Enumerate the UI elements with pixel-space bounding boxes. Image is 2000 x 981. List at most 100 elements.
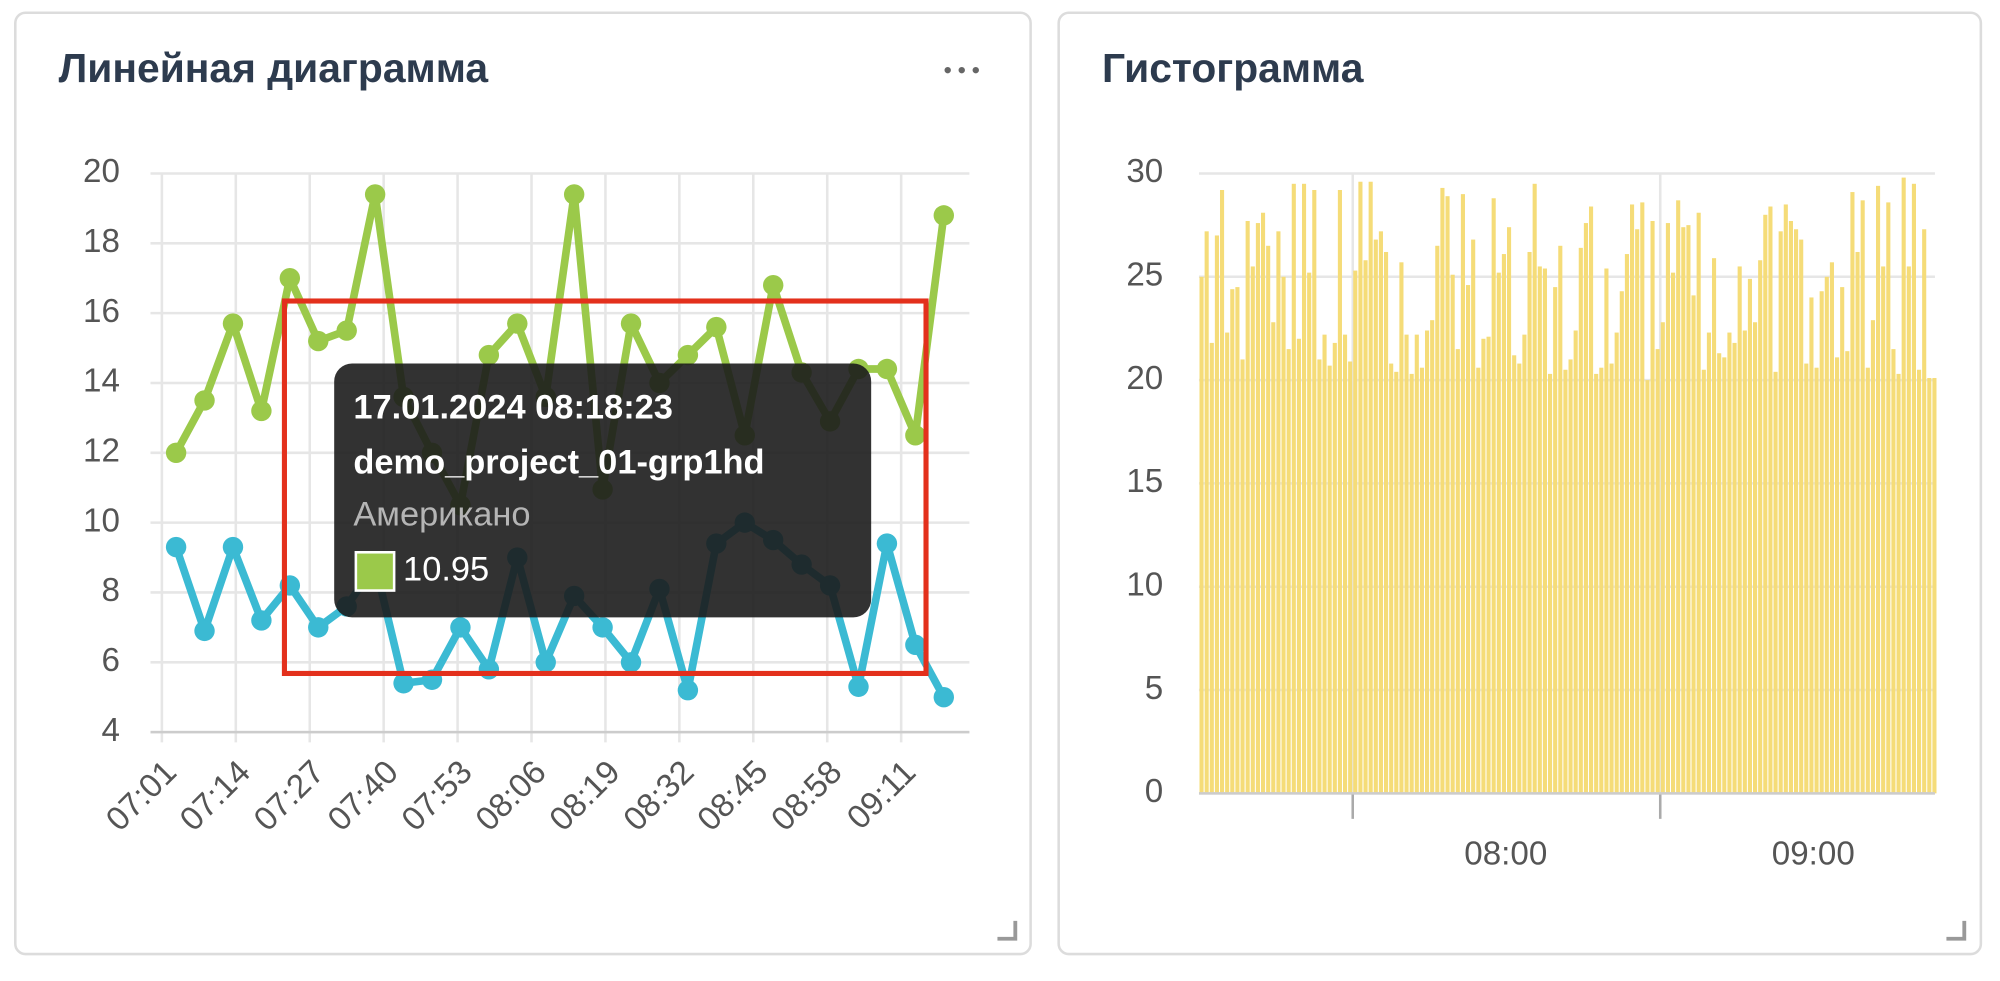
bar: [1850, 192, 1855, 794]
bar: [1327, 365, 1332, 794]
bar: [1414, 334, 1419, 794]
bar: [1609, 363, 1614, 794]
data-point: [507, 313, 528, 334]
bar: [1804, 363, 1809, 794]
bar: [1614, 332, 1619, 794]
data-point: [620, 652, 642, 673]
bar: [1604, 268, 1609, 794]
y-tick-label: 20: [83, 153, 120, 190]
resize-handle[interactable]: [1946, 920, 1967, 941]
y-tick-label: 4: [101, 712, 119, 749]
bar: [1876, 185, 1881, 794]
bar: [1640, 202, 1645, 794]
bar: [1460, 194, 1465, 794]
bar: [1199, 276, 1204, 794]
bar: [1635, 229, 1640, 794]
y-tick-label: 15: [1126, 463, 1163, 500]
bar: [1512, 355, 1517, 794]
bar: [1717, 353, 1722, 794]
bar: [1578, 247, 1583, 794]
bar: [1271, 322, 1276, 794]
bar: [1630, 204, 1635, 794]
data-point: [706, 316, 727, 338]
bar: [1737, 266, 1742, 794]
menu-icon[interactable]: [944, 66, 979, 74]
data-point: [677, 344, 699, 366]
data-point: [222, 313, 244, 334]
bar: [1296, 338, 1301, 794]
bar: [1712, 258, 1717, 794]
histogram: 0 5 10 15 20 25 30 08:00 09:00: [1126, 153, 1937, 873]
bar: [1465, 285, 1471, 794]
bar: [1768, 206, 1773, 794]
bar: [1322, 334, 1327, 794]
bar: [1758, 260, 1763, 794]
bar: [1445, 196, 1450, 794]
data-point: [194, 390, 215, 411]
bar: [1230, 289, 1235, 794]
bar: [1583, 223, 1588, 794]
resize-handle[interactable]: [997, 920, 1018, 941]
bar: [1927, 378, 1932, 794]
bar: [1342, 334, 1348, 794]
bar: [1245, 220, 1250, 794]
bar: [1363, 260, 1368, 794]
bar: [1486, 336, 1491, 794]
data-point: [364, 184, 386, 205]
bar: [1563, 369, 1568, 794]
bar: [1368, 181, 1373, 794]
bar: [1747, 278, 1752, 794]
bar: [1686, 225, 1691, 794]
bar: [1650, 220, 1655, 794]
bar: [1358, 181, 1363, 794]
bar: [1819, 291, 1824, 794]
bar: [1291, 183, 1296, 794]
data-point: [677, 680, 699, 701]
bar: [1829, 262, 1834, 794]
bar: [1332, 342, 1337, 794]
data-point: [933, 205, 955, 226]
bar: [1911, 183, 1916, 794]
y-tick-label: 8: [101, 572, 119, 609]
bar: [1870, 320, 1875, 794]
bar: [1240, 359, 1245, 794]
bar: [1594, 373, 1599, 794]
bar: [1655, 349, 1660, 794]
panel-title: Гистограмма: [1102, 45, 1364, 91]
y-tick-label: 10: [83, 502, 120, 539]
bar: [1491, 198, 1496, 794]
bar: [1727, 332, 1732, 794]
bar: [1214, 235, 1219, 794]
bar: [1260, 212, 1266, 794]
bar: [1204, 231, 1209, 794]
y-tick-label: 5: [1145, 670, 1163, 707]
bar: [1394, 371, 1399, 794]
data-point: [336, 320, 357, 341]
bar: [1778, 231, 1783, 794]
y-tick-label: 20: [1126, 360, 1163, 397]
bar: [1732, 342, 1737, 794]
bar: [1814, 367, 1819, 794]
bar: [1835, 357, 1840, 794]
y-tick-label: 10: [1126, 566, 1163, 603]
tooltip-project: demo_project_01-grp1hd: [353, 443, 764, 481]
bar: [1404, 334, 1409, 794]
bar: [1450, 274, 1455, 794]
bar: [1455, 349, 1460, 794]
bar: [1799, 239, 1804, 794]
bar: [1773, 371, 1778, 794]
bar: [1788, 220, 1793, 794]
bar: [1840, 287, 1845, 794]
y-tick-label: 25: [1126, 257, 1163, 294]
panel-title: Линейная диаграмма: [59, 45, 489, 91]
bar: [1250, 266, 1255, 794]
bar: [1742, 330, 1747, 794]
bar: [1706, 332, 1711, 794]
data-point: [251, 610, 272, 631]
bar: [1440, 187, 1445, 794]
bar: [1527, 251, 1532, 794]
data-point: [251, 400, 272, 422]
bar: [1537, 266, 1542, 794]
data-point: [478, 344, 500, 366]
bar: [1389, 363, 1394, 794]
